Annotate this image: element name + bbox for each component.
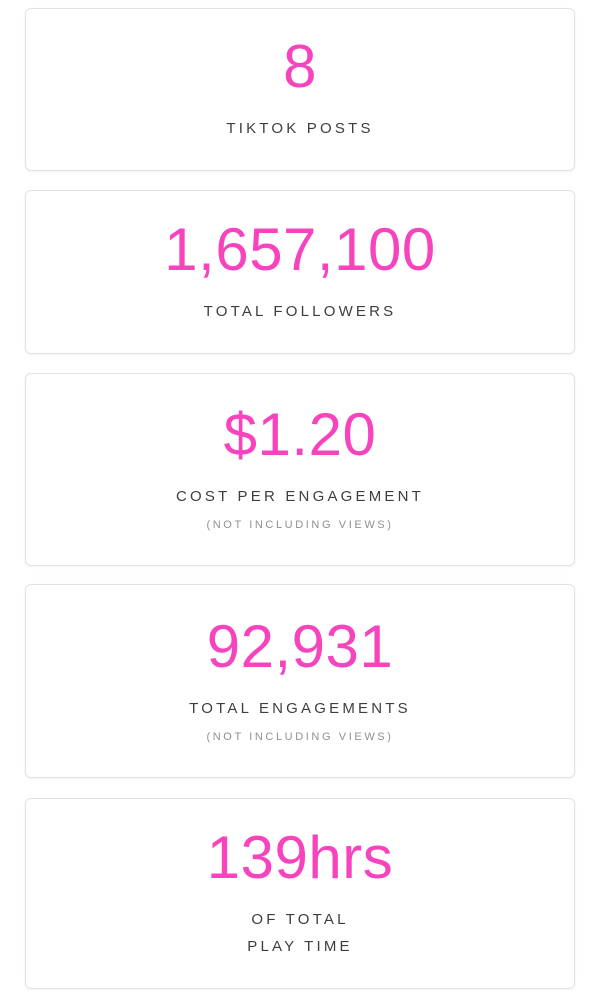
stat-label: OF TOTAL PLAY TIME (247, 910, 353, 955)
stat-label: TIKTOK POSTS (226, 120, 374, 137)
stat-label: COST PER ENGAGEMENT (175, 488, 425, 506)
stat-value: 92,931 (206, 612, 394, 680)
stat-sublabel: (NOT INCLUDING VIEWS) (206, 730, 394, 743)
stat-value: $1.20 (223, 401, 377, 469)
stat-value: 8 (283, 33, 317, 100)
stat-label: TOTAL FOLLOWERS (203, 302, 397, 320)
stat-label: TOTAL ENGAGEMENTS (189, 699, 411, 717)
stat-card-tiktok-posts: 8 TIKTOK POSTS (25, 8, 575, 171)
stat-card-total-followers: 1,657,100 TOTAL FOLLOWERS (25, 190, 575, 354)
stat-sublabel: (NOT INCLUDING VIEWS) (206, 519, 394, 532)
stat-card-cost-per-engagement: $1.20 COST PER ENGAGEMENT (NOT INCLUDING… (25, 373, 575, 566)
stat-value: 1,657,100 (164, 215, 436, 283)
stat-value: 139hrs (206, 823, 394, 891)
stat-card-total-engagements: 92,931 TOTAL ENGAGEMENTS (NOT INCLUDING … (25, 584, 575, 778)
stat-card-total-play-time: 139hrs OF TOTAL PLAY TIME (25, 798, 575, 989)
